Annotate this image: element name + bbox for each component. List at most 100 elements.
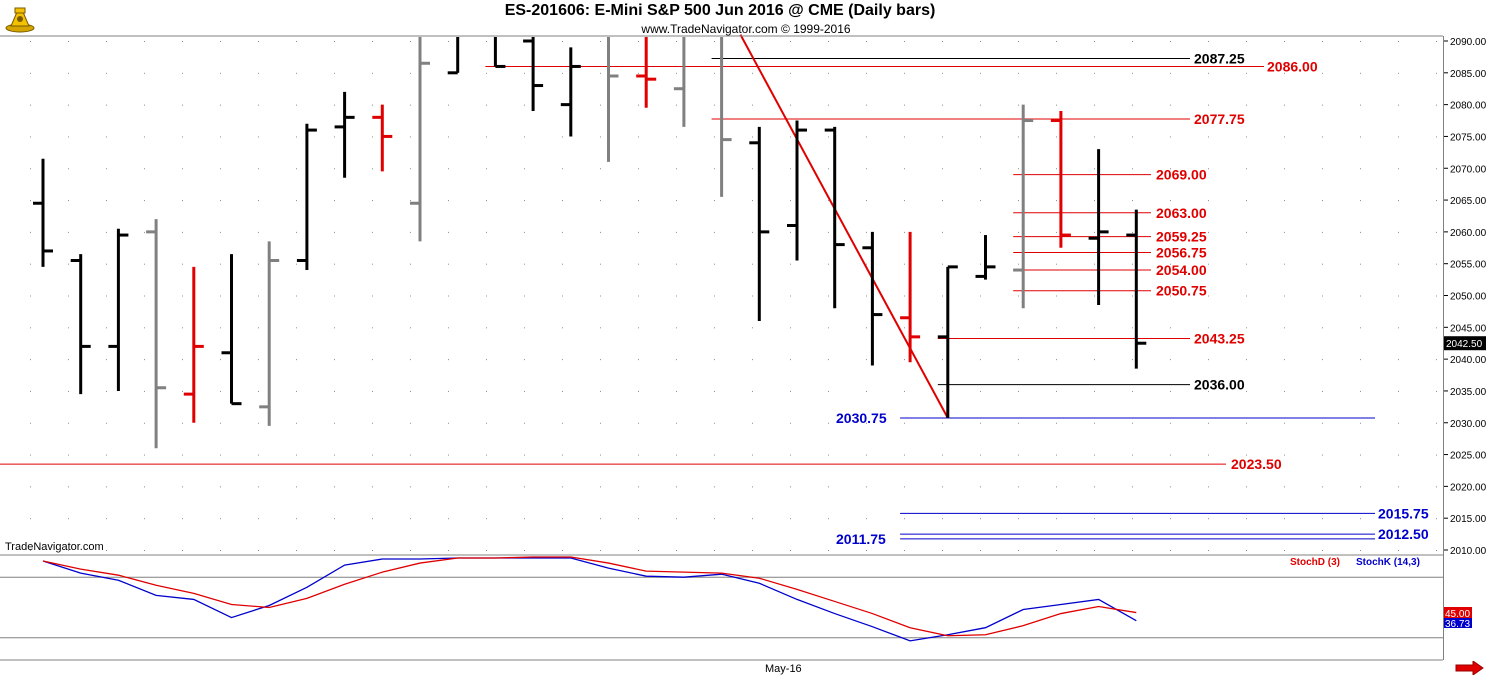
grid-dot [448,422,449,424]
grid-dot [600,454,601,456]
grid-dot [1360,72,1361,74]
grid-dot [334,295,335,297]
grid-dot [600,390,601,392]
grid-dot [942,104,943,106]
grid-dot [448,486,449,488]
grid-dot [68,327,69,329]
grid-dot [30,486,31,488]
grid-dot [106,486,107,488]
grid-dot [258,390,259,392]
scroll-right-arrow-icon[interactable] [1455,661,1485,675]
chart-subtitle: www.TradeNavigator.com © 1999-2016 [641,22,851,36]
grid-dot [448,550,449,551]
grid-dot [638,231,639,233]
grid-dot [524,486,525,488]
grid-dot [372,454,373,456]
grid-dot [410,454,411,456]
grid-dot [524,72,525,74]
grid-dot [1056,422,1057,424]
grid-dot [790,518,791,520]
grid-dot [866,200,867,202]
price-level-label: 2050.75 [1156,283,1207,299]
grid-dot [714,454,715,456]
grid-dot [1398,422,1399,424]
grid-dot [1398,295,1399,297]
grid-dot [182,486,183,488]
grid-dot [600,231,601,233]
grid-dot [752,295,753,297]
grid-dot [334,359,335,361]
grid-dot [1360,263,1361,265]
grid-dot [1284,136,1285,138]
grid-dot [828,104,829,106]
grid-dot [980,104,981,106]
grid-dot [714,390,715,392]
grid-dot [1246,231,1247,233]
grid-dot [486,136,487,138]
grid-dot [600,422,601,424]
grid-dot [1094,41,1095,42]
grid-dot [1018,136,1019,138]
grid-dot [1398,231,1399,233]
grid-dot [296,327,297,329]
grid-dot [30,231,31,233]
price-level-label: 2012.50 [1378,526,1429,542]
price-level-label: 2087.25 [1194,50,1245,66]
grid-dot [638,200,639,202]
grid-dot [752,422,753,424]
grid-dot [1360,104,1361,106]
grid-dot [68,550,69,551]
grid-dot [828,454,829,456]
grid-dot [30,422,31,424]
grid-dot [258,136,259,138]
grid-dot [106,518,107,520]
grid-dot [296,41,297,42]
grid-dot [220,550,221,551]
grid-dot [1246,390,1247,392]
grid-dot [372,518,373,520]
grid-dot [1398,359,1399,361]
grid-dot [1398,200,1399,202]
grid-dot [410,263,411,265]
grid-dot [904,390,905,392]
grid-dot [68,200,69,202]
grid-dot [258,327,259,329]
grid-dots [30,41,1437,551]
grid-dot [1208,263,1209,265]
grid-dot [296,422,297,424]
grid-dot [334,104,335,106]
price-axis-tick-label: 2065.00 [1450,196,1487,207]
grid-dot [334,550,335,551]
grid-dot [1436,200,1437,202]
grid-dot [790,263,791,265]
stoch-d-line [42,556,1137,637]
grid-dot [1436,454,1437,456]
grid-dot [904,41,905,42]
grid-dot [1018,486,1019,488]
grid-dot [638,263,639,265]
grid-dot [562,41,563,42]
grid-dot [524,295,525,297]
grid-dot [220,41,221,42]
grid-dot [676,231,677,233]
grid-dot [372,327,373,329]
price-level-label: 2043.25 [1194,330,1245,346]
grid-dot [1094,168,1095,170]
grid-dot [258,200,259,202]
grid-dot [258,486,259,488]
grid-dot [828,327,829,329]
grid-dot [296,231,297,233]
grid-dot [1094,518,1095,520]
grid-dot [1284,295,1285,297]
grid-dot [904,422,905,424]
grid-dot [486,486,487,488]
grid-dot [600,41,601,42]
grid-dot [1398,104,1399,106]
price-level-label: 2023.50 [1231,456,1282,472]
grid-dot [1398,168,1399,170]
grid-dot [372,200,373,202]
grid-dot [1170,359,1171,361]
grid-dot [980,327,981,329]
grid-dot [904,72,905,74]
